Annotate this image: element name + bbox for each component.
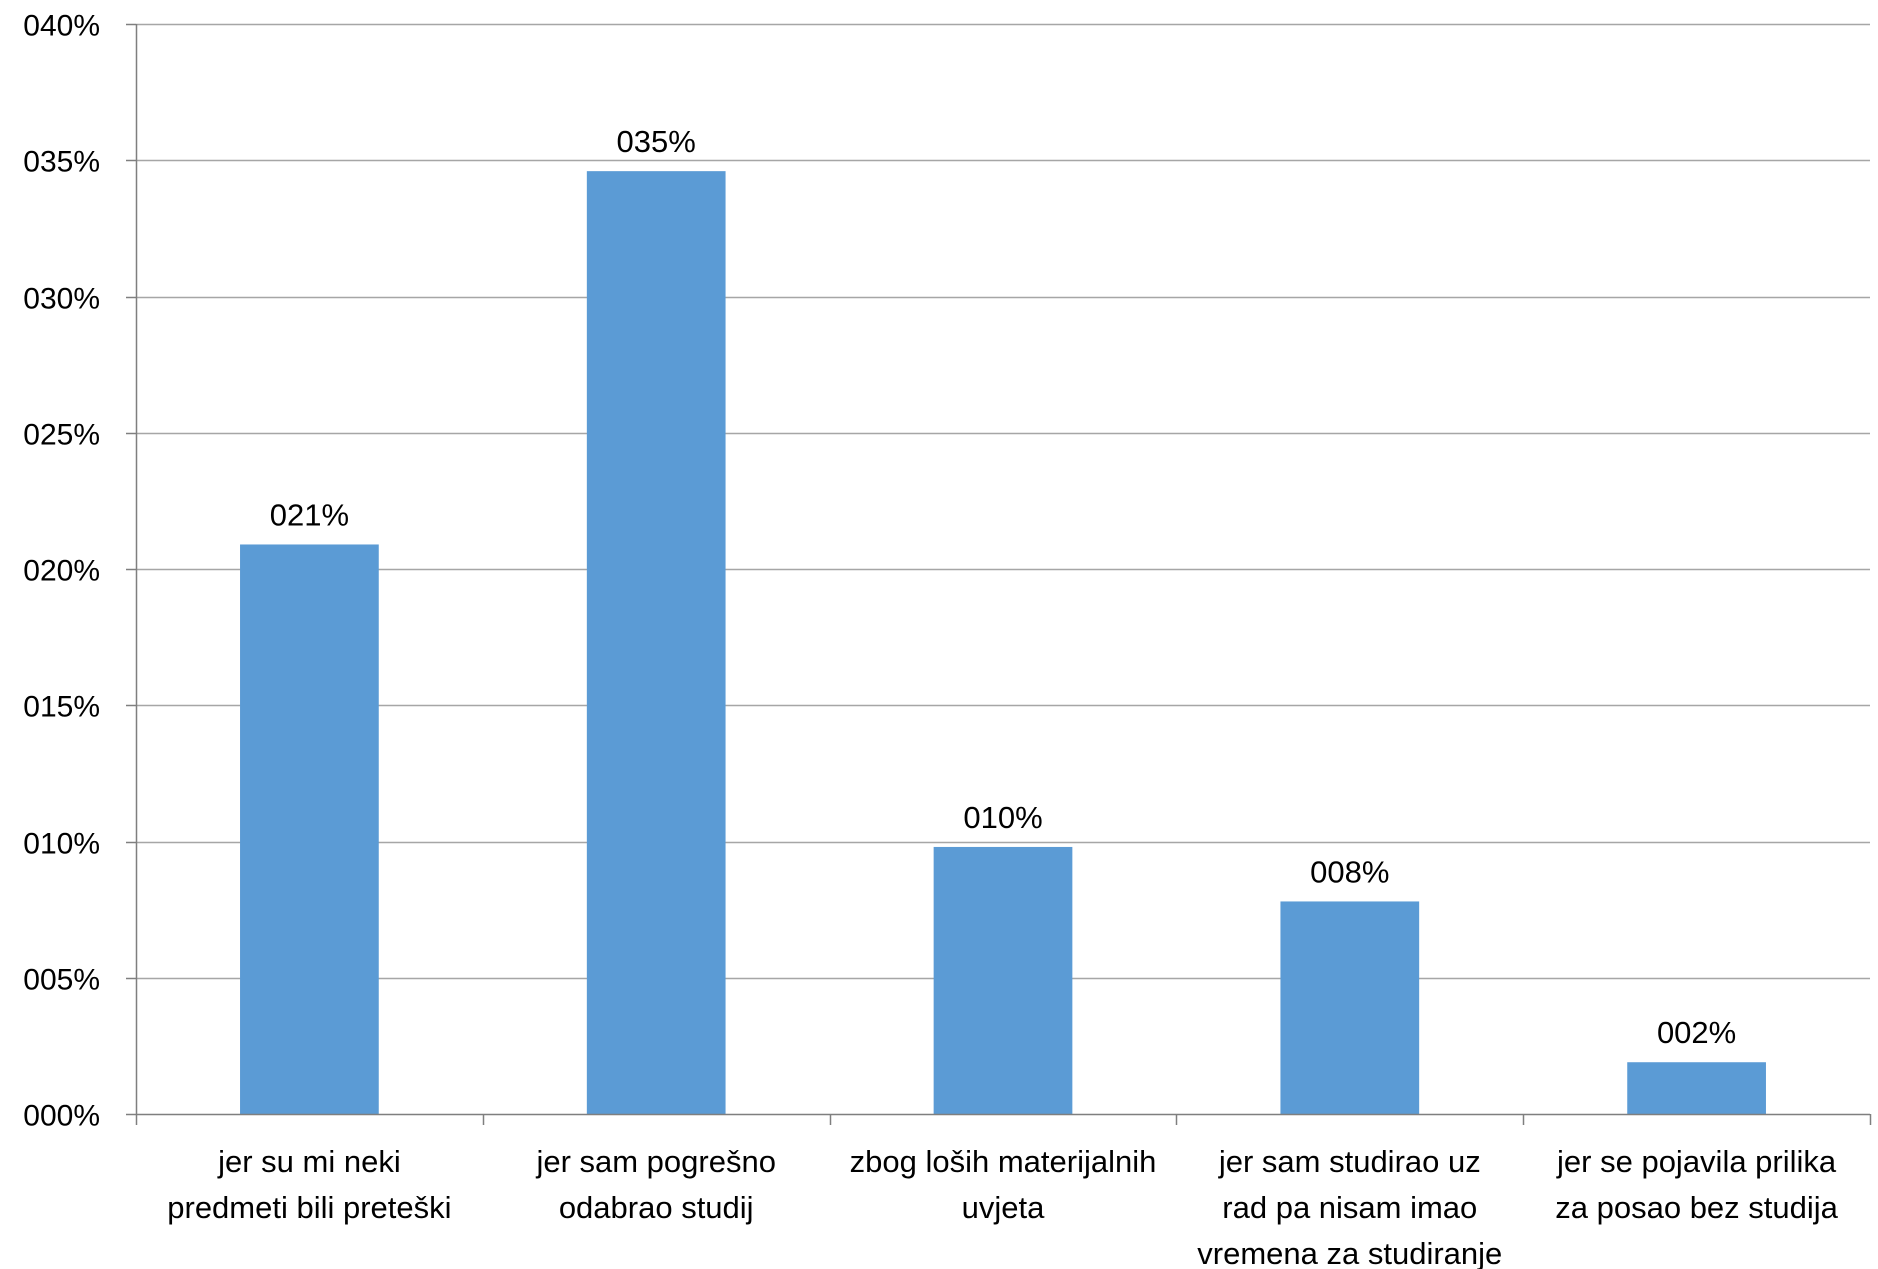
y-tick-label: 030% (23, 283, 100, 316)
y-tick-label: 035% (23, 146, 100, 179)
bar (1280, 901, 1420, 1114)
x-category-label: jer sam pogrešno odabrao studij (535, 1144, 776, 1225)
y-tick-label: 005% (23, 964, 100, 997)
data-label: 035% (617, 124, 696, 159)
x-category-label-line: predmeti bili preteški (167, 1190, 451, 1225)
data-label: 002% (1657, 1015, 1736, 1050)
bar (1627, 1062, 1766, 1114)
x-category-label: jer se pojavila prilika za posao bez stud… (1555, 1144, 1838, 1225)
x-category-label-line: jer su mi neki (217, 1144, 401, 1179)
x-category-label-line: vremena za studiranje (1197, 1236, 1502, 1269)
y-tick-label: 020% (23, 555, 100, 588)
x-category-label-line: odabrao studij (559, 1190, 754, 1225)
x-category-label-line: za posao bez studija (1555, 1190, 1838, 1225)
data-label: 008% (1310, 854, 1389, 889)
x-category-label: zbog loših materijalnih uvjeta (850, 1144, 1157, 1225)
x-category-label: jer su mi neki predmeti bili preteški (167, 1144, 451, 1225)
bar (586, 171, 726, 1114)
y-tick-label: 040% (23, 10, 100, 43)
gridlines (136, 23, 1870, 980)
bar (240, 544, 379, 1114)
bars (240, 171, 1766, 1114)
x-category-label-line: jer sam studirao uz (1218, 1144, 1481, 1179)
bar (933, 846, 1073, 1114)
data-label: 010% (963, 800, 1042, 835)
y-tick-label: 015% (23, 691, 100, 724)
data-label: 021% (270, 497, 349, 532)
x-category-label-line: rad pa nisam imao (1222, 1190, 1477, 1225)
x-category-label-line: uvjeta (962, 1190, 1045, 1225)
x-category-label-line: jer se pojavila prilika (1556, 1144, 1837, 1179)
y-tick-label: 010% (23, 828, 100, 861)
x-category-label-line: zbog loših materijalnih (850, 1144, 1157, 1179)
x-category-label-line: jer sam pogrešno (535, 1144, 776, 1179)
y-tick-label: 000% (23, 1100, 100, 1133)
y-tick-label: 025% (23, 419, 100, 452)
axes (126, 23, 1872, 1125)
labels: 000% 005% 010% 015% 020% 025% 030% 035% 040% 021%… (23, 10, 1838, 1269)
x-category-label: jer sam studirao uz rad pa nisam imao vrem… (1197, 1144, 1502, 1269)
